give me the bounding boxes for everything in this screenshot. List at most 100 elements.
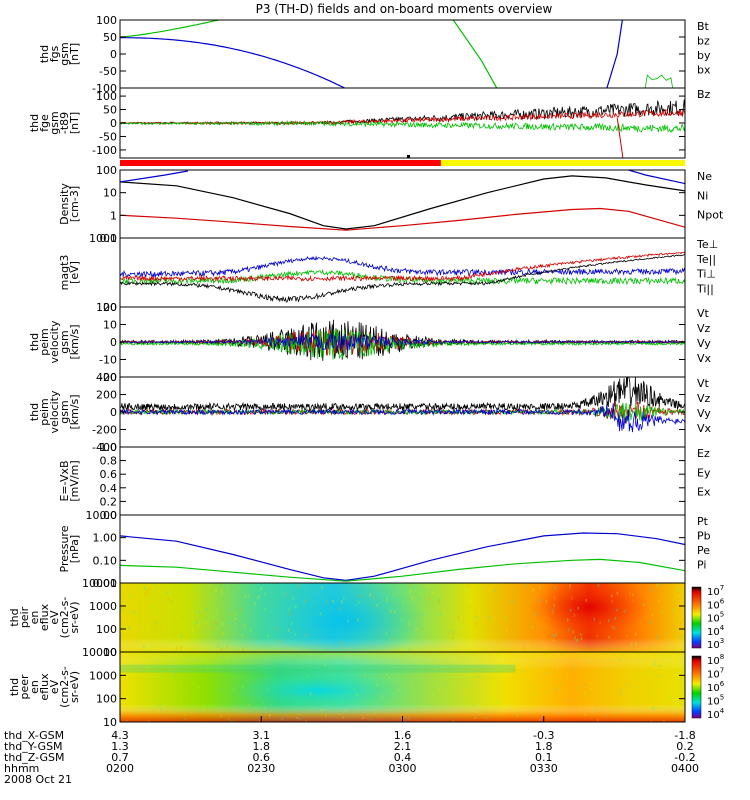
ion-speckle (425, 583, 427, 587)
electron-speckle (642, 695, 645, 698)
electron-speckle (438, 688, 440, 691)
plot-area-fgs (120, 20, 674, 88)
y-tick-label: 1.0 (100, 441, 118, 454)
y-ticks-efield: 1.00.80.60.40.20.0 (100, 441, 685, 522)
electron-speckle (375, 684, 378, 687)
legend-pi: Pi (697, 559, 706, 572)
ion-speckle (576, 638, 579, 642)
ion-speckle (408, 648, 411, 652)
ion-speckle (427, 585, 430, 589)
electron-speckle (679, 678, 682, 681)
legend-vel_e: Vt Vz Vy Vx (697, 307, 712, 365)
electron-speckle (466, 685, 468, 688)
ion-speckle (372, 595, 374, 599)
electron-speckle (135, 713, 137, 716)
y-label-line: [nT] (68, 43, 81, 65)
ion-speckle (389, 609, 392, 613)
ion-speckle (658, 599, 660, 603)
y-tick-label: 100 (96, 693, 117, 706)
ion-speckle (224, 584, 226, 588)
x-row-value: 1.8 (535, 740, 553, 753)
electron-speckle (125, 681, 128, 684)
ion-speckle (343, 596, 345, 600)
ion-speckle (215, 588, 217, 592)
electron-speckle (369, 718, 372, 721)
legend-vt: Vt (697, 307, 710, 320)
ion-speckle (569, 586, 571, 590)
electron-speckle (174, 673, 176, 676)
ion-speckle (264, 596, 267, 600)
electron-speckle (159, 703, 161, 706)
electron-speckle (496, 666, 498, 669)
electron-speckle (620, 693, 622, 696)
ion-speckle (154, 621, 157, 625)
ion-speckle (554, 633, 556, 637)
electron-speckle (532, 685, 535, 688)
panel-vel_e: VtVzVyVx20100-10-20thdpeimvelocitygsm[km… (28, 301, 712, 384)
y-label-density: Density[cm-3] (58, 183, 81, 225)
colorbar-exponent: 6 (720, 597, 725, 605)
ion-speckle (402, 601, 404, 605)
ion-speckle (251, 601, 254, 605)
ion-speckle (321, 585, 323, 589)
y-ticks-vel_i: 400 200 0 -200 -400 (92, 371, 685, 454)
electron-speckle (561, 694, 563, 697)
electron-speckle (576, 690, 579, 693)
ion-speckle (451, 636, 454, 640)
electron-speckle (324, 664, 326, 667)
electron-speckle (485, 716, 488, 719)
electron-speckle (590, 687, 592, 690)
y-label-efield: E=-VxB[mV/m] (58, 460, 81, 501)
vy-trace (120, 329, 685, 360)
vx-trace (120, 332, 685, 351)
electron-speckle (589, 682, 592, 685)
y-label-line: peir (18, 606, 31, 628)
electron-speckle (485, 706, 487, 709)
electron-speckle (407, 717, 410, 720)
ion-speckle (630, 643, 633, 647)
ni-trace (120, 175, 685, 230)
ion-speckle (217, 645, 220, 649)
legend-ey: Ey (697, 466, 711, 479)
ion-speckle (259, 603, 262, 607)
ion-speckle (440, 612, 442, 616)
electron-speckle (560, 683, 562, 686)
electron-speckle (388, 676, 390, 679)
fge-red (120, 108, 685, 126)
ion-speckle (304, 599, 306, 603)
electron-speckle (626, 684, 628, 687)
electron-speckle (150, 698, 153, 701)
ion-speckle (151, 644, 154, 648)
panel-efield: Ez Ey Ex 1.00.80.60.40.20.0 E=-VxB[mV/m] (58, 441, 711, 522)
y-label-line: velocity (48, 320, 61, 363)
ion-speckle (411, 596, 413, 600)
ion-speckle (656, 583, 658, 587)
x-row-value: 0230 (247, 762, 275, 775)
ion-speckle (566, 618, 569, 622)
ion-speckle (623, 609, 626, 613)
x-row-value: 0.6 (253, 751, 271, 764)
electron-speckle (605, 714, 608, 717)
electron-speckle (656, 707, 659, 710)
electron-speckle (323, 708, 325, 711)
electron-speckle (653, 663, 656, 666)
ion-speckle (511, 599, 513, 603)
y-label-line: Density (58, 183, 71, 225)
ion-speckle (220, 590, 223, 594)
y-label-line: thd (28, 403, 41, 421)
ion-speckle (466, 589, 469, 593)
ion-speckle (376, 603, 378, 607)
ion-speckle (569, 583, 571, 587)
ion-speckle (198, 610, 201, 614)
electron-speckle (635, 685, 638, 688)
electron-speckle (244, 694, 246, 697)
electron-speckle (218, 689, 221, 692)
x-row-value: 1.8 (253, 740, 271, 753)
ion-speckle (634, 632, 637, 636)
electron-speckle (654, 660, 656, 663)
y-tick-label: 20 (103, 301, 117, 314)
bx-trace (120, 37, 346, 88)
electron-speckle (242, 686, 244, 689)
